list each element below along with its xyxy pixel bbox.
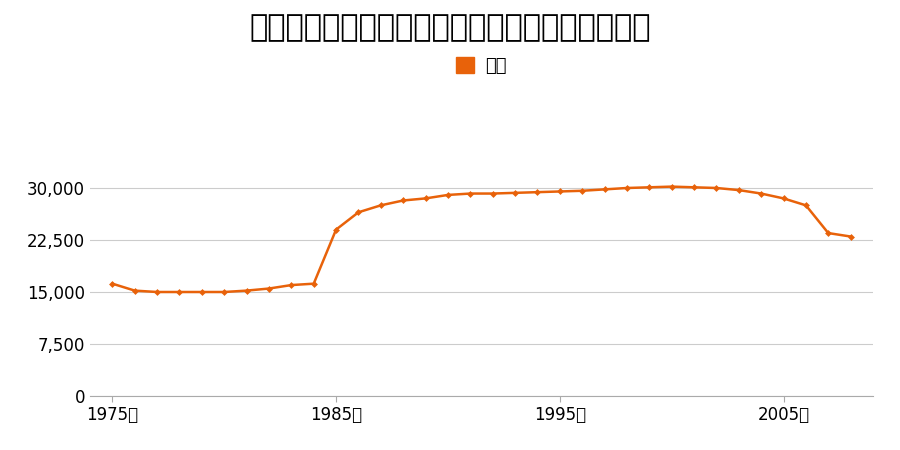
- Text: 北海道勇払郡むかわ町字鵡川１６８番の地価推移: 北海道勇払郡むかわ町字鵡川１６８番の地価推移: [249, 14, 651, 42]
- Legend: 価格: 価格: [449, 50, 514, 82]
